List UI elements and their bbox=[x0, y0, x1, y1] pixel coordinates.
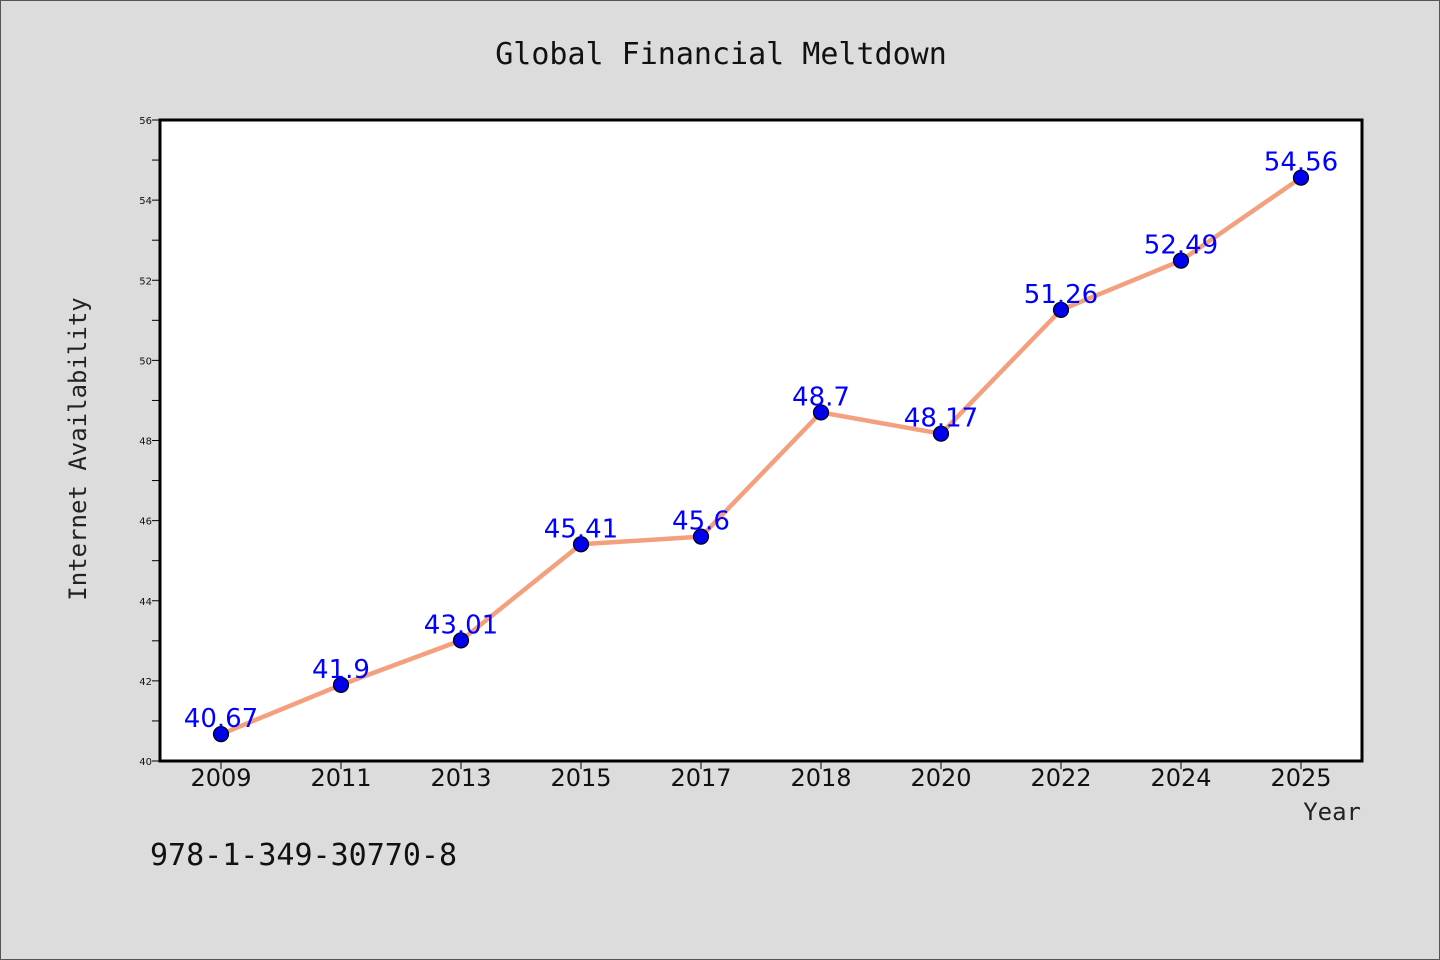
data-point bbox=[452, 632, 470, 649]
y-tick-label: 56 bbox=[139, 116, 152, 127]
x-tick-label: 2009 bbox=[190, 764, 251, 792]
data-label: 48.17 bbox=[904, 404, 978, 434]
x-tick-label: 2017 bbox=[670, 764, 731, 792]
y-tick-label: 54 bbox=[139, 196, 152, 207]
data-point bbox=[692, 528, 710, 545]
data-points bbox=[212, 169, 1310, 743]
data-labels: 40.67 41.9 43.01 45.41 45.6 48.7 48.17 51.26 52.… bbox=[184, 148, 1338, 734]
data-point bbox=[1172, 252, 1190, 269]
data-label: 43.01 bbox=[424, 610, 498, 640]
x-tick-label: 2025 bbox=[1270, 764, 1331, 792]
x-tick-label: 2022 bbox=[1030, 764, 1091, 792]
x-tick-label: 2018 bbox=[790, 764, 851, 792]
y-minor-ticks bbox=[152, 159, 160, 722]
isbn-annotation: 978-1-349-30770-8 bbox=[150, 838, 457, 873]
y-tick-label: 50 bbox=[139, 356, 152, 367]
x-tick-label: 2020 bbox=[910, 764, 971, 792]
x-tick-label: 2013 bbox=[430, 764, 491, 792]
x-axis-ticks: 2009 2011 2013 2015 2017 2018 2020 2022 2024 2025 bbox=[190, 761, 1332, 792]
chart-title: Global Financial Meltdown bbox=[495, 37, 947, 72]
y-tick-label: 46 bbox=[139, 517, 152, 528]
data-point bbox=[212, 726, 230, 743]
y-tick-label: 52 bbox=[139, 276, 152, 287]
data-label: 45.41 bbox=[544, 514, 618, 544]
data-point bbox=[332, 676, 350, 693]
data-label: 48.7 bbox=[792, 382, 850, 412]
y-tick-label: 40 bbox=[139, 757, 152, 768]
data-label: 41.9 bbox=[312, 655, 370, 685]
data-point bbox=[572, 536, 590, 553]
data-label: 51.26 bbox=[1024, 280, 1098, 310]
y-axis-ticks: 40 42 44 46 48 50 52 54 56 bbox=[139, 116, 160, 768]
y-tick-label: 44 bbox=[139, 597, 152, 608]
x-tick-label: 2024 bbox=[1150, 764, 1211, 792]
y-tick-label: 42 bbox=[139, 677, 152, 688]
data-point bbox=[812, 404, 830, 421]
y-tick-label: 48 bbox=[139, 437, 152, 448]
x-tick-label: 2015 bbox=[550, 764, 611, 792]
data-label: 52.49 bbox=[1144, 231, 1218, 261]
data-point bbox=[1292, 169, 1310, 186]
data-label: 45.6 bbox=[672, 507, 730, 537]
data-point bbox=[1052, 301, 1070, 318]
data-label: 54.56 bbox=[1264, 148, 1338, 178]
data-point bbox=[932, 425, 950, 442]
series-line bbox=[220, 175, 1303, 737]
data-label: 40.67 bbox=[184, 704, 258, 734]
y-axis-label: Internet Availability bbox=[64, 297, 92, 600]
plot-area bbox=[158, 118, 1364, 763]
x-axis-label: Year bbox=[1303, 798, 1361, 826]
x-tick-label: 2011 bbox=[310, 764, 371, 792]
